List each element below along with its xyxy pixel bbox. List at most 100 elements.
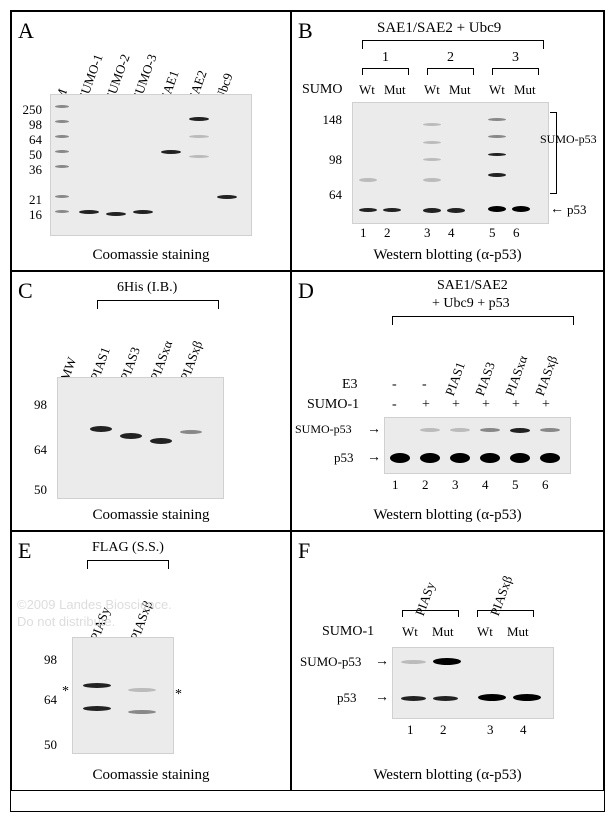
cond: Wt [402,624,418,640]
p53-label: p53 [337,690,357,706]
side-label: SUMO-p53 [295,422,352,437]
panel-letter: F [298,538,310,564]
bracket [97,300,219,309]
gel-b [352,102,549,224]
mw-label: 64 [312,187,342,203]
header: 6His (I.B.) [117,280,177,296]
caption: Coomassie staining [12,247,290,264]
lane-num: 5 [512,477,519,493]
cond: Wt [489,82,505,98]
sumo1-val: + [422,397,430,413]
panel-letter: A [18,18,34,44]
cond: Wt [424,82,440,98]
sumo1-val: + [452,397,460,413]
sumo1-val: - [392,397,397,413]
gel-f [392,647,554,719]
group-label: 2 [447,50,454,66]
group-label: 1 [382,50,389,66]
e3-label: E3 [342,377,358,393]
mw-label: 50 [22,482,47,498]
lane-num: 4 [482,477,489,493]
lane-num: 2 [422,477,429,493]
header: FLAG (S.S.) [92,540,164,556]
panel-b: B SAE1/SAE2 + Ubc9 1 2 3 SUMO Wt Mut Wt … [291,11,604,271]
bracket [392,316,574,325]
lane-num: 1 [407,722,414,738]
e3-val: PIASxα [502,354,531,398]
lane-num: 1 [392,477,399,493]
gel-c [57,377,224,499]
lane-num: 5 [489,225,496,241]
caption: Coomassie staining [12,507,290,524]
panel-letter: E [18,538,31,564]
sumo1-label: SUMO-1 [307,397,359,413]
mw-label: 98 [14,117,42,133]
mw-label: 148 [312,112,342,128]
e3-val: PIASxβ [532,354,561,398]
sumo1-val: + [542,397,550,413]
cond: Wt [477,624,493,640]
lane-num: 6 [513,225,520,241]
caption: Western blotting (α-p53) [292,507,603,524]
mw-label: 21 [14,192,42,208]
lane-num: 6 [542,477,549,493]
mw-label: 50 [32,737,57,753]
mw-label: 64 [22,442,47,458]
side-label: SUMO-p53 [540,132,597,147]
bracket [427,68,474,75]
panel-d: D SAE1/SAE2 + Ubc9 + p53 E3 - - PIAS1 PI… [291,271,604,531]
panel-letter: D [298,278,314,304]
bracket [362,68,409,75]
header: SAE1/SAE2 + Ubc9 [377,20,501,37]
arrow-icon: → [375,690,389,706]
bracket [362,40,544,49]
gel-a [50,94,252,236]
cond: Mut [449,82,471,98]
cond: Mut [507,624,529,640]
bracket [402,610,459,617]
lane-num: 1 [360,225,367,241]
mw-label: 50 [14,147,42,163]
panel-a: A M SUMO-1 SUMO-2 SUMO-3 SAE1 SAE2 Ubc9 … [11,11,291,271]
cond: Mut [432,624,454,640]
star: * [62,684,69,700]
e3-val: - [422,377,427,393]
cond: Wt [359,82,375,98]
panel-f: F PIASy PIASxβ SUMO-1 Wt Mut Wt Mut SUMO… [291,531,604,791]
group-label: 3 [512,50,519,66]
watermark: ©2009 Landes Bioscience. [17,597,172,612]
mw-label: 98 [312,152,342,168]
sumo1-label: SUMO-1 [322,624,374,640]
lane-num: 4 [448,225,455,241]
star: * [175,687,182,703]
header: SAE1/SAE2 [437,278,508,294]
cond: Mut [514,82,536,98]
caption: Western blotting (α-p53) [292,247,603,264]
caption: Western blotting (α-p53) [292,767,603,784]
mw-label: 64 [14,132,42,148]
arrow-icon: → [375,654,389,670]
mw-label: 98 [22,397,47,413]
e3-val: - [392,377,397,393]
lane-num: 2 [384,225,391,241]
mw-label: 250 [14,102,42,118]
lane-num: 2 [440,722,447,738]
arrow-icon: → [367,450,381,466]
panel-letter: C [18,278,33,304]
bracket [87,560,169,569]
lane-num: 4 [520,722,527,738]
sumo1-val: + [482,397,490,413]
lane-num: 3 [424,225,431,241]
mw-label: 36 [14,162,42,178]
sumo1-val: + [512,397,520,413]
panel-c: C 6His (I.B.) MW PIAS1 PIAS3 PIASxα PIAS… [11,271,291,531]
lane-num: 3 [487,722,494,738]
sumo-label: SUMO [302,82,342,98]
p53-label: p53 [567,202,587,218]
bracket [492,68,539,75]
e3-val: PIAS3 [472,360,499,398]
bracket [550,112,557,194]
mw-label: 16 [14,207,42,223]
mw-label: 98 [32,652,57,668]
header: + Ubc9 + p53 [432,296,510,312]
